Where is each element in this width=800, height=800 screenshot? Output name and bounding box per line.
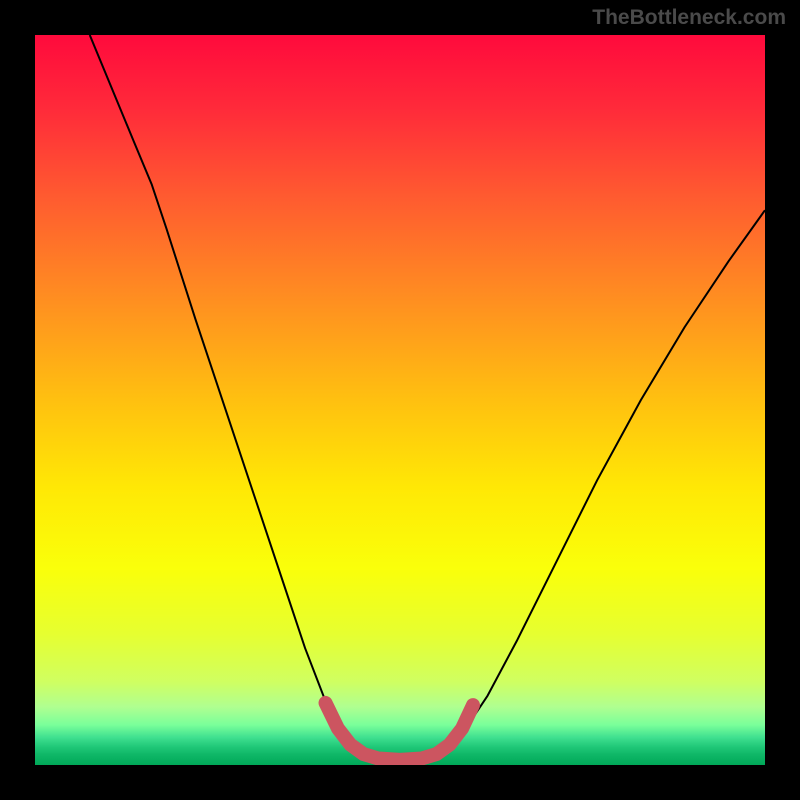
watermark-text: TheBottleneck.com xyxy=(592,6,786,30)
plot-area xyxy=(35,35,765,765)
chart-svg xyxy=(35,35,765,765)
gradient-background xyxy=(35,35,765,765)
